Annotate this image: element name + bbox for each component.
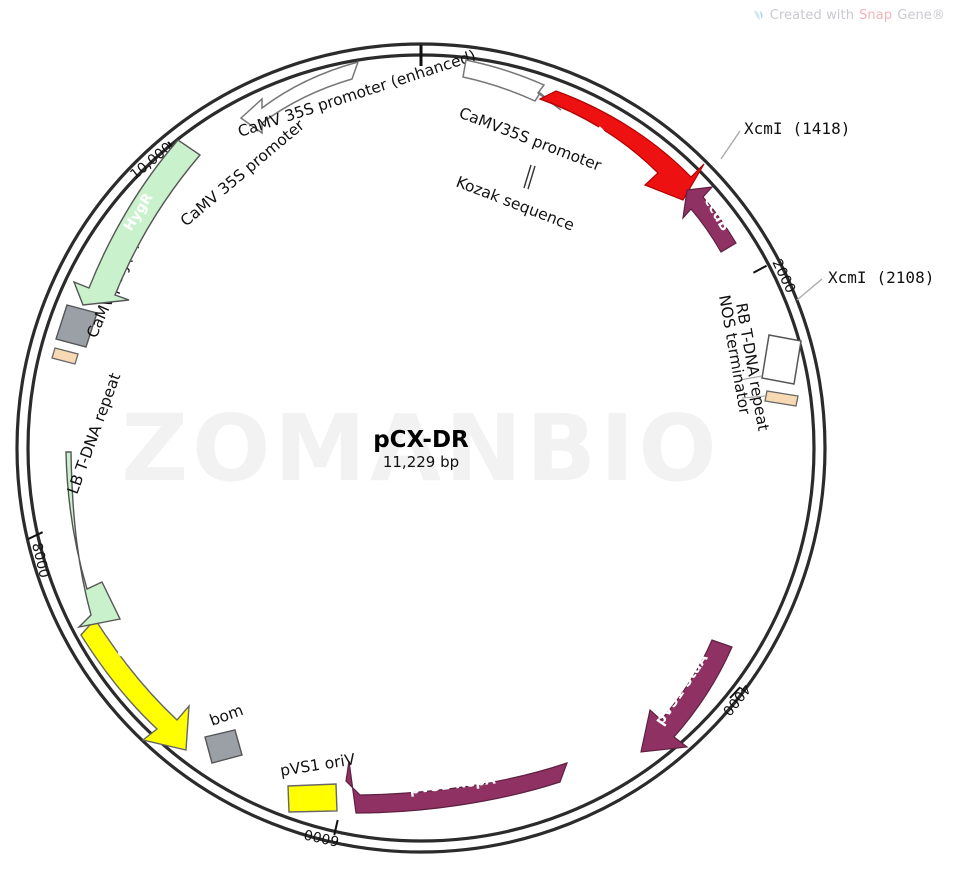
xcmi-2108-leader <box>796 278 823 301</box>
feature-rb-t-dna-repeat[interactable] <box>764 390 799 407</box>
feature-label-bom: bom <box>207 701 246 730</box>
feature-label-kanr: KanR <box>48 472 68 515</box>
feature-kanr[interactable] <box>65 451 122 629</box>
feature-dsred2[interactable] <box>538 90 705 201</box>
nos-terminator-leader <box>739 375 763 381</box>
feature-label-ori: ori <box>113 634 135 659</box>
credit-brand-gene: Gene® <box>897 8 945 23</box>
restriction-site-xcmi-1418[interactable]: XcmI (1418) <box>744 119 850 138</box>
feature-pvs1-repa[interactable] <box>345 760 568 814</box>
feature-label-pvs1-oriv: pVS1 oriV <box>279 750 357 780</box>
plasmid-size: 11,229 bp <box>383 453 459 471</box>
restriction-sites: XcmI (1418) XcmI (2108) <box>720 119 934 301</box>
feature-pvs1-oriv[interactable] <box>287 783 338 813</box>
snapgene-credit: Created with Snap Gene® <box>752 8 945 23</box>
feature-camv35s-promoter[interactable] <box>462 59 562 111</box>
plasmid-name: pCX-DR <box>373 427 469 453</box>
xcmi-1418-leader <box>720 130 741 160</box>
feature-ccdb[interactable] <box>682 186 737 253</box>
feature-pvs1-staa[interactable] <box>640 639 733 753</box>
rb-t-dna-repeat-leader <box>741 395 766 399</box>
feature-kozak-sequence[interactable] <box>523 164 536 190</box>
credit-brand-snap: Snap <box>859 8 893 23</box>
snapgene-logo-icon <box>752 9 765 22</box>
feature-camv-35s-promoter-enhanced[interactable] <box>239 60 360 135</box>
watermark-text: ZOMANBIO <box>121 395 720 502</box>
feature-lb-t-dna-repeat[interactable] <box>51 347 79 365</box>
restriction-site-xcmi-2108[interactable]: XcmI (2108) <box>828 268 934 287</box>
feature-bom[interactable] <box>204 729 243 764</box>
feature-label-kozak-sequence: Kozak sequence <box>454 173 577 235</box>
feature-camv-polya-signal[interactable] <box>55 304 98 348</box>
feature-ori[interactable] <box>80 617 190 751</box>
feature-nos-terminator[interactable] <box>761 334 802 385</box>
credit-prefix: Created with <box>769 8 855 23</box>
feature-hygr[interactable] <box>72 139 202 306</box>
tick-label-6000: 6000 <box>303 825 341 848</box>
feature-label-lb-t-dna-repeat: LB T-DNA repeat <box>64 370 124 496</box>
